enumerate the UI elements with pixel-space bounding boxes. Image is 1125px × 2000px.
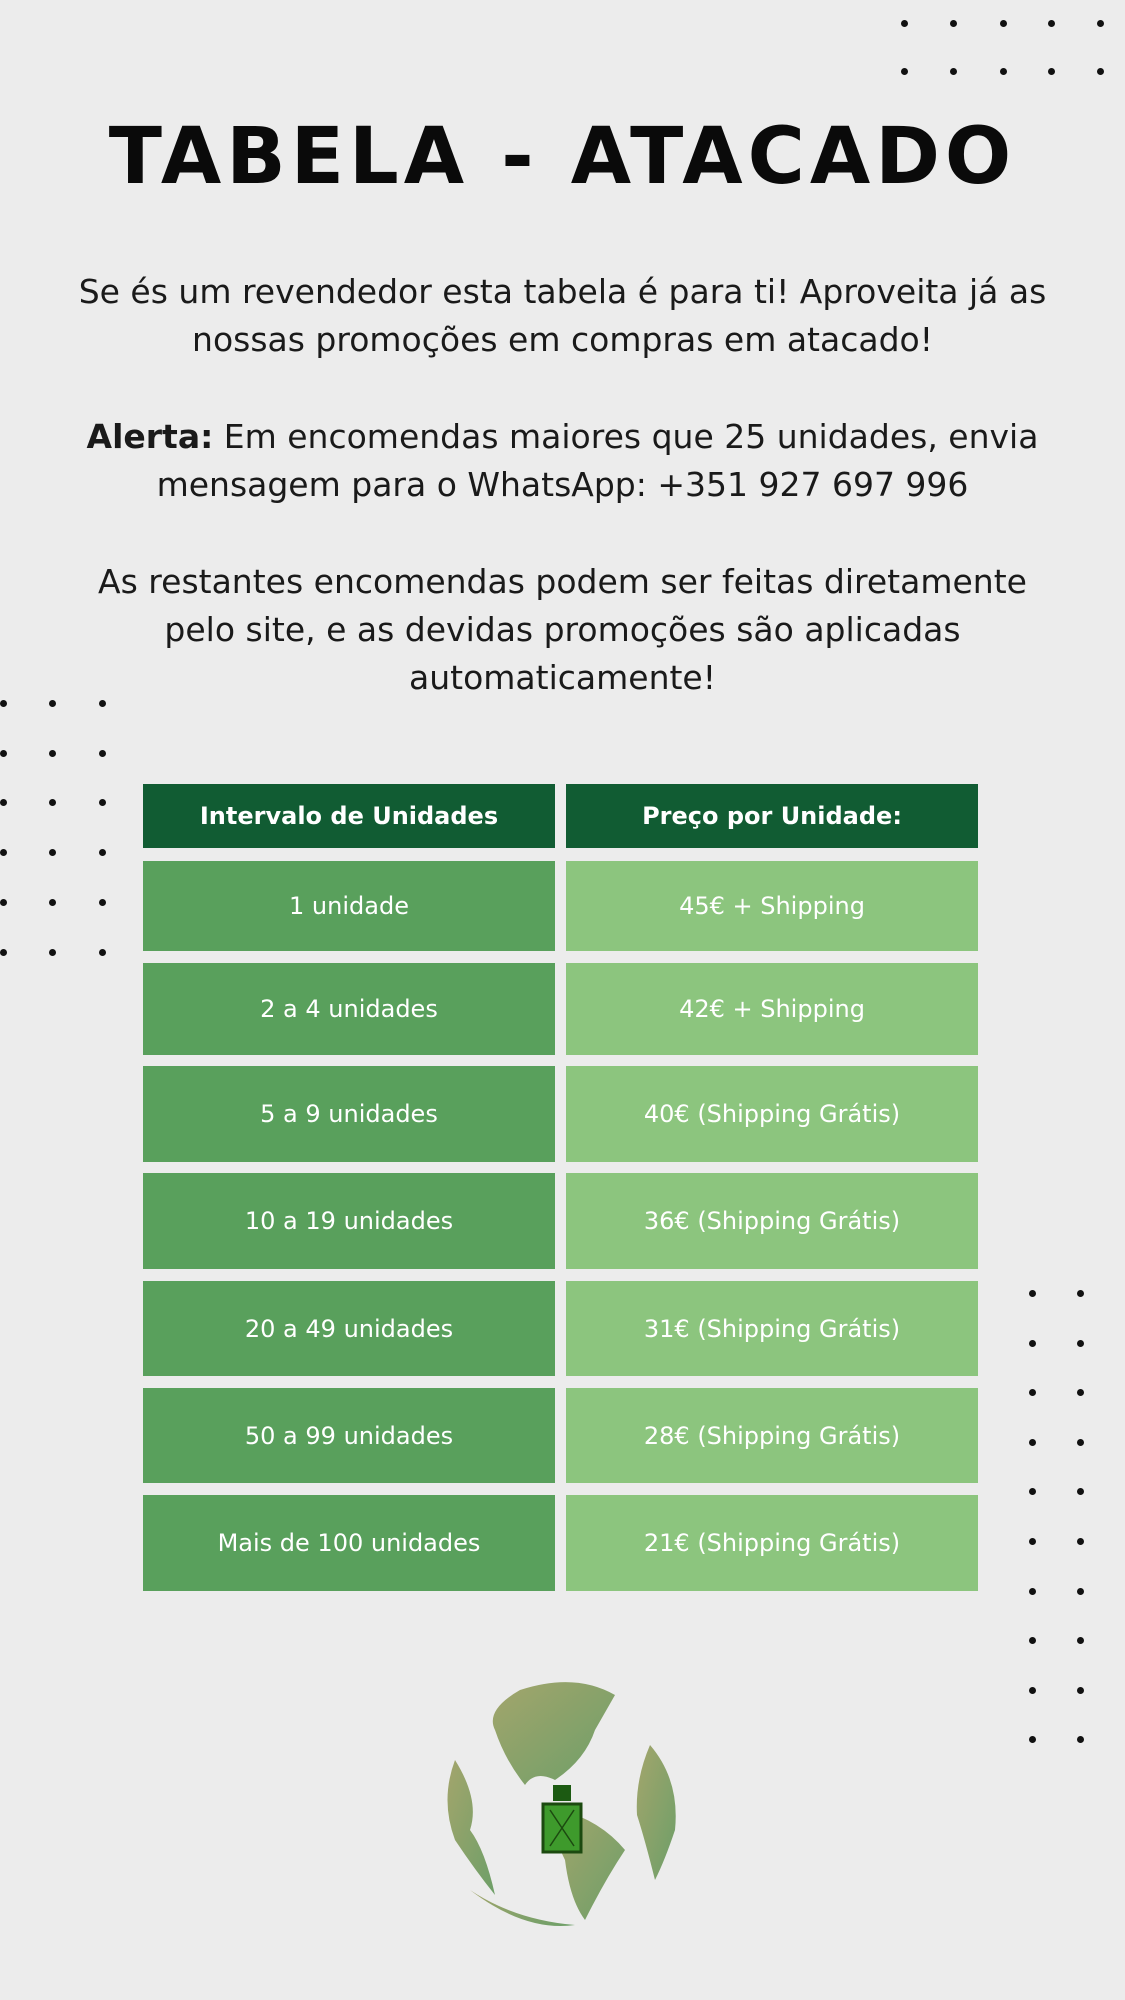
decorative-dot bbox=[1000, 20, 1007, 27]
decorative-dot bbox=[1097, 20, 1104, 27]
decorative-dot bbox=[49, 750, 56, 757]
decorative-dot bbox=[99, 799, 106, 806]
decorative-dot bbox=[0, 899, 7, 906]
units-cell: 50 a 99 unidades bbox=[143, 1388, 555, 1483]
decorative-dot bbox=[1029, 1290, 1036, 1297]
decorative-dot bbox=[1029, 1736, 1036, 1744]
price-cell: 40€ (Shipping Grátis) bbox=[566, 1066, 978, 1162]
decorative-dot bbox=[950, 20, 957, 27]
price-cell: 36€ (Shipping Grátis) bbox=[566, 1173, 978, 1269]
decorative-dot bbox=[99, 899, 106, 906]
decorative-dot bbox=[1029, 1488, 1036, 1496]
decorative-dot bbox=[99, 750, 106, 757]
decorative-dot bbox=[1048, 20, 1055, 27]
decorative-dot bbox=[49, 849, 56, 856]
decorative-dot bbox=[1097, 68, 1104, 75]
units-cell: 10 a 19 unidades bbox=[143, 1173, 555, 1269]
decorative-dot bbox=[49, 949, 56, 956]
globe-logo-icon bbox=[447, 1682, 676, 1926]
alert-body: Em encomendas maiores que 25 unidades, e… bbox=[156, 417, 1039, 504]
decorative-dot bbox=[1029, 1538, 1036, 1545]
price-cell: 42€ + Shipping bbox=[566, 963, 978, 1055]
decorative-dot bbox=[49, 700, 56, 707]
note-text: As restantes encomendas podem ser feitas… bbox=[98, 562, 1027, 697]
decorative-dot bbox=[901, 68, 908, 75]
header-units: Intervalo de Unidades bbox=[143, 784, 555, 848]
decorative-dot bbox=[950, 68, 957, 75]
decorative-dot bbox=[99, 949, 106, 956]
decorative-dot bbox=[901, 20, 908, 27]
units-cell: 5 a 9 unidades bbox=[143, 1066, 555, 1162]
price-cell: 21€ (Shipping Grátis) bbox=[566, 1495, 978, 1591]
alert-label: Alerta: bbox=[86, 417, 214, 456]
decorative-dot bbox=[1077, 1686, 1084, 1694]
decorative-dot bbox=[49, 899, 56, 906]
decorative-dot bbox=[0, 949, 7, 956]
decorative-dot bbox=[1077, 1290, 1084, 1297]
decorative-dot bbox=[49, 799, 56, 806]
decorative-dot bbox=[1077, 1538, 1084, 1545]
price-cell: 31€ (Shipping Grátis) bbox=[566, 1281, 978, 1376]
decorative-dot bbox=[1029, 1686, 1036, 1694]
decorative-dot bbox=[99, 849, 106, 856]
units-cell: 1 unidade bbox=[143, 861, 555, 951]
alert-text: Alerta: Em encomendas maiores que 25 uni… bbox=[60, 413, 1065, 509]
decorative-dot bbox=[0, 799, 7, 806]
decorative-dot bbox=[1029, 1389, 1036, 1397]
decorative-dot bbox=[1077, 1339, 1084, 1347]
decorative-dot bbox=[0, 700, 7, 707]
units-cell: 20 a 49 unidades bbox=[143, 1281, 555, 1376]
perfume-bottle-icon bbox=[541, 1785, 583, 1854]
page-title: TABELA - ATACADO bbox=[108, 112, 1017, 202]
decorative-dot bbox=[1029, 1339, 1036, 1347]
decorative-dot bbox=[1077, 1637, 1084, 1645]
decorative-dot bbox=[1029, 1587, 1036, 1595]
decorative-dot bbox=[0, 750, 7, 757]
decorative-dot bbox=[1077, 1736, 1084, 1744]
decorative-dot bbox=[1077, 1587, 1084, 1595]
decorative-dot bbox=[1029, 1637, 1036, 1645]
units-cell: 2 a 4 unidades bbox=[143, 963, 555, 1055]
decorative-dot bbox=[1077, 1438, 1084, 1446]
price-cell: 45€ + Shipping bbox=[566, 861, 978, 951]
decorative-dot bbox=[99, 700, 106, 707]
decorative-dot bbox=[1077, 1488, 1084, 1496]
decorative-dot bbox=[1029, 1438, 1036, 1446]
decorative-dot bbox=[1000, 68, 1007, 75]
intro-text: Se és um revendedor esta tabela é para t… bbox=[78, 272, 1047, 359]
decorative-dot bbox=[1048, 68, 1055, 75]
price-cell: 28€ (Shipping Grátis) bbox=[566, 1388, 978, 1483]
header-price: Preço por Unidade: bbox=[566, 784, 978, 848]
decorative-dot bbox=[0, 849, 7, 856]
decorative-dot bbox=[1077, 1389, 1084, 1397]
units-cell: Mais de 100 unidades bbox=[143, 1495, 555, 1591]
